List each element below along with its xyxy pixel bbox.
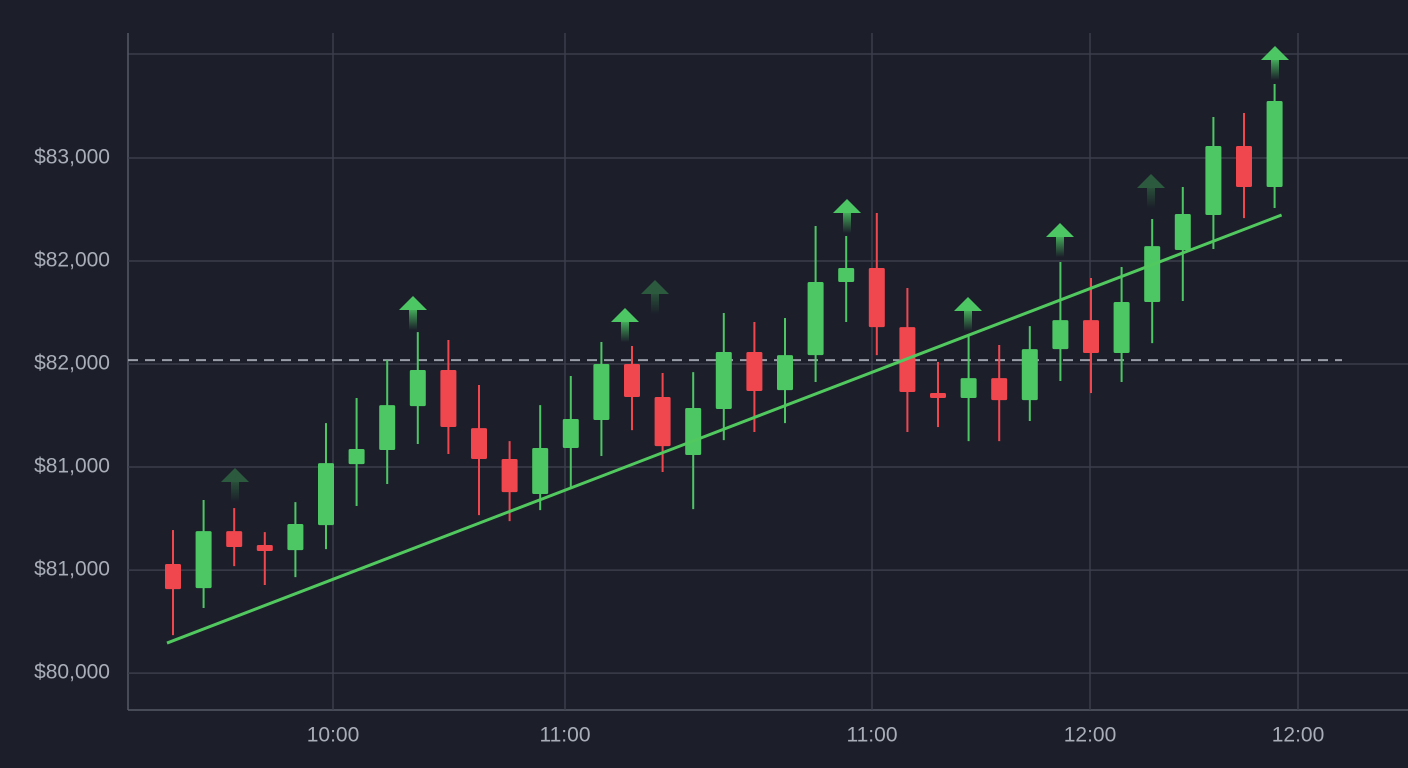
arrow-stem: [651, 292, 659, 314]
candle-body: [807, 281, 824, 356]
candle-body: [685, 407, 702, 456]
signal-arrow: [221, 468, 249, 502]
arrow-stem: [843, 211, 851, 233]
trend-line: [166, 213, 1283, 645]
signal-arrow: [954, 297, 982, 331]
candle-body: [960, 378, 977, 399]
x-tick-label: 12:00: [1064, 724, 1117, 747]
candle-body: [256, 544, 273, 552]
arrow-head: [641, 280, 669, 294]
arrow-head: [833, 199, 861, 213]
candle-body: [930, 393, 946, 399]
candle-body: [348, 449, 365, 465]
candle-body: [991, 378, 1008, 401]
arrow-stem: [1056, 235, 1064, 257]
candle-body: [1205, 145, 1222, 215]
candle-body: [715, 352, 732, 410]
candle-body: [287, 524, 304, 551]
signal-arrow: [1137, 174, 1165, 208]
arrow-stem: [1147, 186, 1155, 208]
arrow-head: [611, 308, 639, 322]
arrow-stem: [409, 308, 417, 330]
arrow-head: [954, 297, 982, 311]
candle-body: [379, 405, 396, 451]
arrow-head: [399, 296, 427, 310]
y-tick-label: $82,000: [34, 249, 110, 272]
arrow-head: [1261, 46, 1289, 60]
arrow-stem: [231, 480, 239, 502]
signal-arrow: [1261, 46, 1289, 80]
candle-body: [440, 370, 457, 428]
candle-body: [868, 268, 885, 328]
y-tick-label: $81,000: [34, 455, 110, 478]
candle-body: [165, 564, 181, 590]
candle-body: [1052, 320, 1069, 350]
candle-body: [746, 352, 763, 391]
candle-body: [562, 418, 579, 448]
y-tick-label: $81,000: [34, 558, 110, 581]
signal-arrow: [611, 308, 639, 342]
candle-body: [838, 268, 855, 282]
candle-body: [593, 364, 610, 421]
candle-body: [1021, 349, 1038, 401]
arrow-head: [1137, 174, 1165, 188]
candle-body: [195, 531, 212, 589]
arrow-stem: [621, 320, 629, 342]
arrow-head: [221, 468, 249, 482]
candle-body: [1236, 145, 1252, 188]
candle-body: [318, 463, 334, 526]
x-tick-label: 11:00: [540, 724, 591, 747]
candle-body: [1113, 302, 1130, 354]
candle-body: [471, 428, 487, 459]
arrow-head: [1046, 223, 1074, 237]
signal-arrow: [1046, 223, 1074, 257]
arrow-stem: [1271, 58, 1279, 80]
candle-body: [624, 364, 640, 397]
candle-body: [1083, 320, 1099, 354]
candle-body: [1174, 213, 1191, 251]
signal-arrow: [399, 296, 427, 330]
candle-body: [501, 458, 518, 493]
x-tick-label: 11:00: [847, 724, 898, 747]
arrow-stem: [964, 309, 972, 331]
candle-body: [1266, 100, 1283, 188]
y-tick-label: $82,000: [34, 352, 110, 375]
signal-arrow: [833, 199, 861, 233]
candle-body: [1144, 246, 1161, 303]
candle-body: [777, 355, 793, 391]
candle-body: [226, 531, 243, 548]
candle-body: [654, 396, 671, 447]
candle-body: [409, 370, 426, 407]
x-tick-label: 10:00: [307, 724, 360, 747]
candle-body: [532, 447, 549, 495]
signal-arrow: [641, 280, 669, 314]
y-tick-label: $80,000: [34, 661, 110, 684]
x-tick-label: 12:00: [1272, 724, 1325, 747]
y-tick-label: $83,000: [34, 146, 110, 169]
